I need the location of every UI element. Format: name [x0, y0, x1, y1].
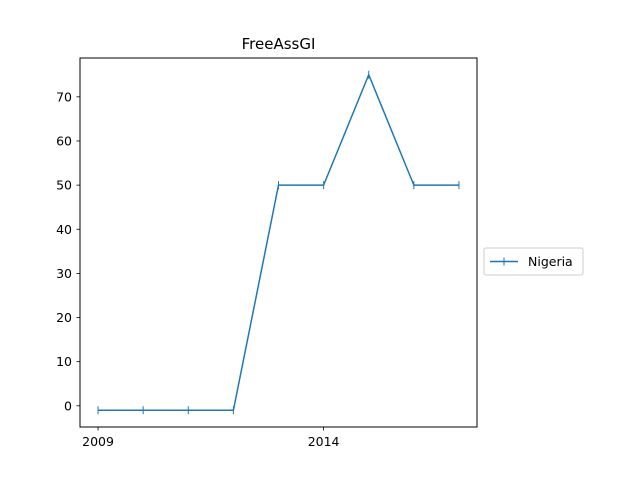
y-tick-label: 40: [56, 222, 72, 237]
plot-area: [79, 57, 478, 428]
legend-label: Nigeria: [528, 254, 573, 269]
x-tick-label: 2009: [82, 434, 114, 449]
y-tick-label: 10: [56, 354, 72, 369]
legend-box: [483, 247, 584, 276]
y-tick-label: 0: [64, 398, 72, 413]
y-tick-label: 20: [56, 310, 72, 325]
y-tick-label: 60: [56, 133, 72, 148]
series-layer: [97, 70, 460, 415]
chart-title: FreeAssGI: [242, 35, 316, 53]
y-tick-label: 70: [56, 89, 72, 104]
x-tick-label: 2014: [308, 434, 340, 449]
x-axis-ticks: 2009 2014: [82, 427, 340, 449]
legend: Nigeria: [483, 247, 584, 276]
y-tick-label: 30: [56, 266, 72, 281]
y-axis-ticks: 0 10 20 30 40 50 60 70: [56, 89, 80, 413]
y-tick-label: 50: [56, 178, 72, 193]
